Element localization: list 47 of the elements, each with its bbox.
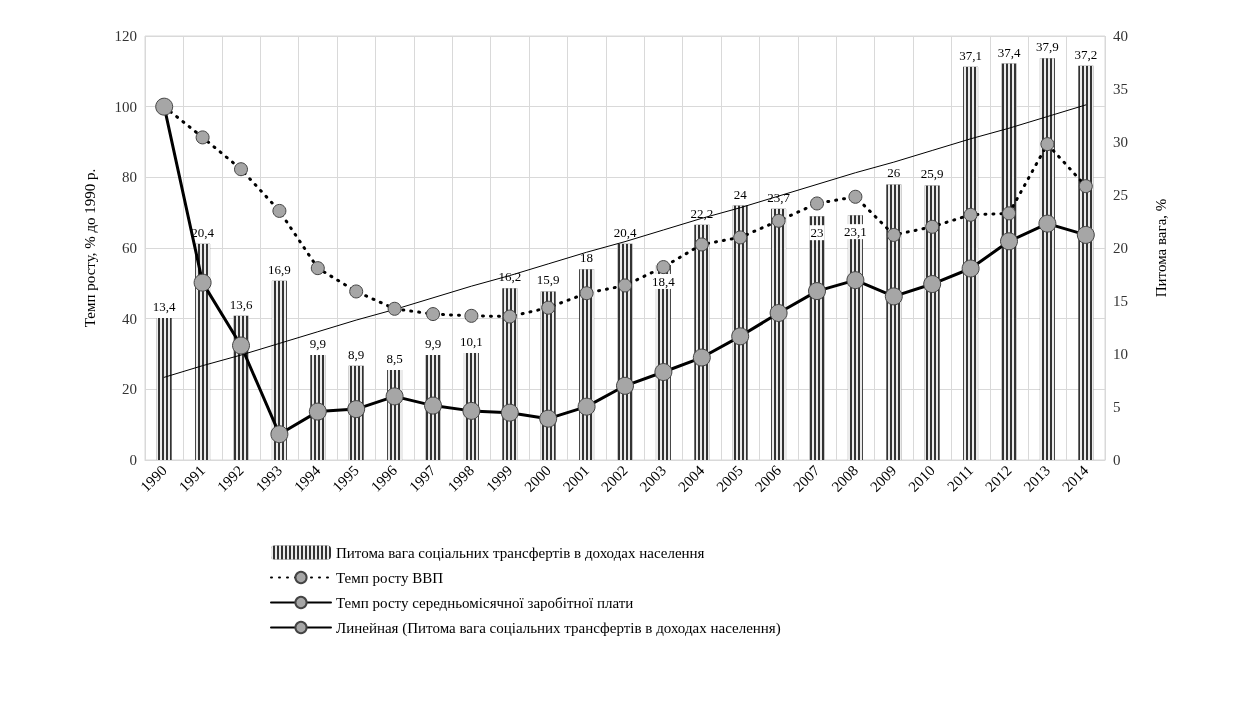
y2-tick-label: 25: [1113, 187, 1128, 203]
data-label: 23,1: [844, 224, 867, 240]
data-label: 10,1: [460, 333, 483, 349]
data-label: 20,4: [613, 224, 637, 240]
y2-tick-label: 30: [1113, 134, 1128, 150]
data-label: 13,4: [152, 298, 177, 314]
y-tick-label: 20: [122, 381, 137, 398]
data-label: 37,9: [1036, 39, 1059, 55]
y-tick-label: 0: [129, 452, 137, 468]
data-label: 25,9: [920, 166, 944, 182]
y-tick-label: 60: [122, 240, 137, 256]
data-label: 23: [810, 225, 824, 241]
y-tick-label: 100: [114, 98, 137, 115]
data-label: 22,2: [690, 205, 714, 221]
data-label: 24: [733, 186, 748, 202]
data-label: 9,9: [424, 336, 442, 352]
y2-tick-label: 10: [1113, 346, 1128, 362]
data-label: 13,6: [229, 296, 253, 312]
data-label: 37,2: [1074, 46, 1098, 62]
y2-tick-label: 40: [1113, 28, 1128, 44]
y2-tick-label: 35: [1113, 81, 1128, 97]
y-tick-label: 120: [114, 28, 137, 44]
x-tick-label: 1991: [175, 462, 209, 495]
x-tick-label: 2001: [559, 462, 593, 495]
legend-label: Линейная (Питома вага соціальних трансфертів в доходах населення): [336, 619, 781, 637]
data-label: 37,1: [959, 47, 982, 63]
y2-axis-title: Питома вага, %: [1152, 198, 1169, 298]
data-label: 26: [887, 165, 901, 181]
data-label: 18,4: [652, 273, 676, 289]
data-label: 16,9: [268, 261, 291, 277]
legend-label: Темп росту середньомісячної заробітної плати: [336, 594, 634, 611]
y2-tick-label: 20: [1113, 240, 1128, 256]
y2-tick-label: 5: [1113, 399, 1121, 415]
data-label: 15,9: [536, 272, 560, 288]
y-tick-label: 40: [122, 310, 137, 327]
data-label: 18: [580, 250, 594, 266]
data-label: 37,4: [997, 44, 1021, 60]
data-label: 8,5: [386, 350, 403, 366]
y2-tick-label: 0: [1113, 452, 1121, 468]
data-label: 9,9: [309, 336, 326, 352]
y-tick-label: 80: [122, 169, 137, 186]
y-axis-title: Темп росту, % до 1990 р.: [81, 168, 98, 328]
x-tick-label: 2011: [944, 462, 977, 495]
legend-label: Питома вага соціальних трансфертів в доходах населення: [336, 544, 705, 561]
data-label: 8,9: [348, 346, 365, 362]
legend-label: Темп росту ВВП: [336, 569, 444, 586]
y2-tick-label: 15: [1113, 293, 1128, 309]
